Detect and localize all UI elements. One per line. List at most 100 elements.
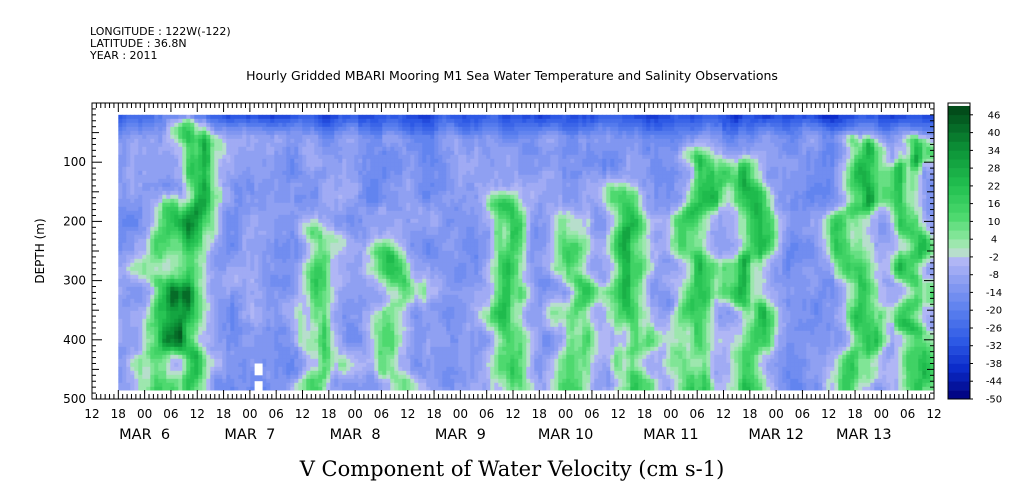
- heatmap-cell: [346, 134, 351, 140]
- heatmap-cell: [314, 370, 319, 376]
- heatmap-cell: [258, 182, 263, 188]
- heatmap-cell: [302, 142, 307, 148]
- heatmap-cell: [202, 366, 207, 372]
- heatmap-cell: [198, 278, 203, 284]
- heatmap-cell: [162, 310, 167, 316]
- heatmap-cell: [326, 266, 331, 272]
- heatmap-cell: [206, 130, 211, 136]
- heatmap-cell: [390, 130, 395, 136]
- heatmap-cell: [406, 182, 411, 188]
- heatmap-cell: [402, 234, 407, 240]
- heatmap-cell: [214, 118, 219, 124]
- heatmap-cell: [286, 190, 291, 196]
- heatmap-cell: [142, 250, 147, 256]
- heatmap-cell: [174, 146, 179, 152]
- heatmap-cell: [302, 298, 307, 304]
- heatmap-cell: [274, 126, 279, 132]
- heatmap-cell: [358, 246, 363, 252]
- heatmap-cell: [246, 230, 251, 236]
- heatmap-cell: [170, 262, 175, 268]
- heatmap-cell: [182, 302, 187, 308]
- heatmap-cell: [206, 234, 211, 240]
- heatmap-cell: [378, 326, 383, 332]
- heatmap-cell: [218, 226, 223, 232]
- heatmap-cell: [282, 250, 287, 256]
- heatmap-cell: [202, 198, 207, 204]
- heatmap-cell: [154, 314, 159, 320]
- heatmap-cell: [130, 222, 135, 228]
- heatmap-cell: [382, 258, 387, 264]
- heatmap-cell: [302, 194, 307, 200]
- heatmap-cell: [362, 346, 367, 352]
- heatmap-cell: [378, 370, 383, 376]
- heatmap-cell: [130, 374, 135, 380]
- heatmap-cell: [294, 266, 299, 272]
- heatmap-cell: [290, 290, 295, 296]
- heatmap-cell: [198, 126, 203, 132]
- heatmap-cell: [262, 330, 267, 336]
- heatmap-cell: [270, 218, 275, 224]
- heatmap-cell: [182, 314, 187, 320]
- heatmap-cell: [214, 290, 219, 296]
- heatmap-cell: [142, 186, 147, 192]
- heatmap-cell: [282, 294, 287, 300]
- heatmap-cell: [166, 318, 171, 324]
- heatmap-cell: [150, 302, 155, 308]
- heatmap-cell: [122, 378, 127, 384]
- heatmap-cell: [194, 366, 199, 372]
- heatmap-cell: [126, 198, 131, 204]
- heatmap-cell: [386, 278, 391, 284]
- heatmap-cell: [294, 258, 299, 264]
- heatmap-cell: [170, 318, 175, 324]
- heatmap-cell: [354, 238, 359, 244]
- heatmap-cell: [342, 170, 347, 176]
- heatmap-cell: [178, 270, 183, 276]
- heatmap-cell: [330, 370, 335, 376]
- heatmap-cell: [390, 286, 395, 292]
- heatmap-cell: [162, 126, 167, 132]
- heatmap-cell: [154, 290, 159, 296]
- heatmap-cell: [346, 358, 351, 364]
- heatmap-cell: [350, 330, 355, 336]
- heatmap-cell: [142, 134, 147, 140]
- heatmap-cell: [366, 174, 371, 180]
- heatmap-cell: [362, 222, 367, 228]
- heatmap-cell: [178, 142, 183, 148]
- heatmap-cell: [302, 186, 307, 192]
- heatmap-cell: [374, 274, 379, 280]
- heatmap-cell: [302, 182, 307, 188]
- heatmap-cell: [150, 118, 155, 124]
- heatmap-cell: [290, 130, 295, 136]
- heatmap-cell: [374, 342, 379, 348]
- heatmap-cell: [274, 210, 279, 216]
- heatmap-cell: [282, 114, 287, 120]
- heatmap-cell: [242, 130, 247, 136]
- heatmap-cell: [342, 146, 347, 152]
- heatmap-cell: [390, 206, 395, 212]
- heatmap-cell: [370, 138, 375, 144]
- heatmap-cell: [230, 258, 235, 264]
- heatmap-cell: [142, 382, 147, 388]
- heatmap-cell: [218, 202, 223, 208]
- heatmap-cell: [226, 290, 231, 296]
- heatmap-cell: [246, 326, 251, 332]
- heatmap-cell: [350, 134, 355, 140]
- heatmap-cell: [374, 350, 379, 356]
- heatmap-cell: [150, 206, 155, 212]
- heatmap-cell: [302, 122, 307, 128]
- heatmap-cell: [226, 146, 231, 152]
- heatmap-cell: [282, 306, 287, 312]
- heatmap-cell: [386, 174, 391, 180]
- heatmap-cell: [362, 322, 367, 328]
- heatmap-cell: [166, 190, 171, 196]
- heatmap-cell: [246, 298, 251, 304]
- heatmap-cell: [378, 154, 383, 160]
- heatmap-cell: [290, 282, 295, 288]
- heatmap-cell: [226, 198, 231, 204]
- heatmap-cell: [378, 322, 383, 328]
- heatmap-cell: [142, 198, 147, 204]
- heatmap-cell: [322, 294, 327, 300]
- heatmap-cell: [294, 322, 299, 328]
- heatmap-cell: [262, 118, 267, 124]
- heatmap-cell: [230, 230, 235, 236]
